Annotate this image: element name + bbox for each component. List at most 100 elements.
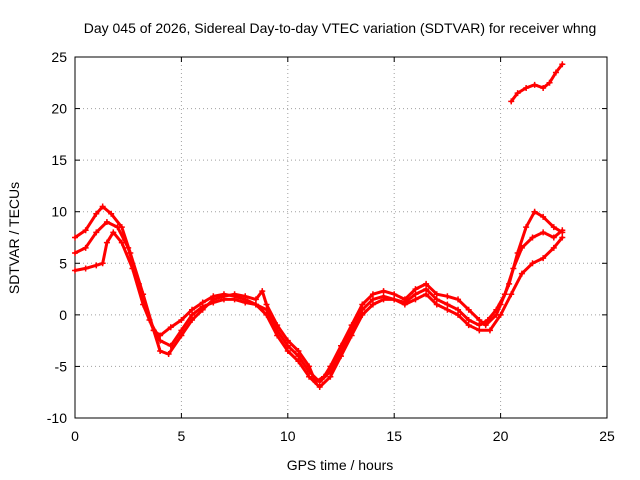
data-point (423, 291, 430, 298)
x-tick-label: 15 (386, 428, 402, 444)
data-point (529, 260, 536, 267)
data-point (103, 219, 110, 226)
chart-title: Day 045 of 2026, Sidereal Day-to-day VTE… (84, 20, 597, 36)
data-point (465, 317, 472, 324)
data-point (514, 90, 521, 97)
data-point (531, 208, 538, 215)
data-point (103, 239, 110, 246)
x-axis-label: GPS time / hours (287, 457, 394, 473)
data-point (412, 296, 419, 303)
data-point (455, 311, 462, 318)
x-tick-label: 25 (599, 428, 615, 444)
y-axis-label: SDTVAR / TECUs (6, 182, 22, 294)
data-point (559, 61, 566, 68)
data-point (523, 84, 530, 91)
data-point (433, 301, 440, 308)
data-point (391, 291, 398, 298)
data-point (252, 301, 259, 308)
data-point (476, 322, 483, 329)
data-point (380, 288, 387, 295)
data-point (380, 296, 387, 303)
x-tick-label: 5 (178, 428, 186, 444)
data-point (423, 280, 430, 287)
data-point (82, 244, 89, 251)
data-point (99, 260, 106, 267)
data-point (263, 306, 270, 313)
data-point (178, 327, 185, 334)
axis-ticks: 0 5 10 15 20 25 -10 -5 0 5 10 15 20 25 (47, 49, 615, 444)
data-point (165, 351, 172, 358)
series-trace-3 (72, 229, 566, 391)
series-trace-2 (72, 219, 566, 385)
y-tick-label: 5 (59, 255, 67, 271)
data-point (559, 227, 566, 234)
data-point (348, 332, 355, 339)
series-trace-1 (72, 203, 566, 385)
data-point (242, 296, 249, 303)
data-point (493, 306, 500, 313)
data-point (518, 270, 525, 277)
series-line-trace-1 (73, 205, 564, 384)
data-point (118, 239, 125, 246)
data-point (93, 229, 100, 236)
data-point (129, 265, 136, 272)
y-tick-label: 10 (51, 204, 67, 220)
data-point (274, 332, 281, 339)
x-tick-label: 20 (493, 428, 509, 444)
data-point (259, 288, 266, 295)
y-tick-label: -10 (47, 410, 67, 426)
data-point (72, 234, 78, 241)
data-point (540, 84, 547, 91)
data-point (486, 327, 493, 334)
data-point (284, 347, 291, 354)
data-point (82, 227, 89, 234)
data-point (482, 322, 489, 329)
data-point (306, 373, 313, 380)
data-point (295, 353, 302, 360)
data-point (125, 244, 132, 251)
data-series (72, 61, 566, 391)
data-point (412, 291, 419, 298)
data-point (501, 291, 508, 298)
data-point (263, 301, 270, 308)
data-point (316, 384, 323, 391)
data-point (210, 299, 217, 306)
data-point (93, 262, 100, 269)
data-point (391, 296, 398, 303)
series-line-trace-2 (73, 220, 564, 384)
data-point (72, 267, 78, 274)
data-point (444, 301, 451, 308)
data-point (540, 255, 547, 262)
data-point (157, 347, 164, 354)
data-point (220, 291, 227, 298)
x-tick-label: 0 (71, 428, 79, 444)
data-point (210, 293, 217, 300)
y-tick-label: 25 (51, 49, 67, 65)
data-point (157, 332, 164, 339)
data-point (99, 203, 106, 210)
data-point (178, 317, 185, 324)
data-point (550, 224, 557, 231)
data-point (114, 224, 121, 231)
data-point (189, 306, 196, 313)
y-tick-label: -5 (55, 358, 68, 374)
data-point (433, 291, 440, 298)
data-point (295, 347, 302, 354)
data-point (199, 299, 206, 306)
plot-frame (74, 56, 608, 419)
data-point (423, 286, 430, 293)
data-point (167, 342, 174, 349)
data-point (550, 244, 557, 251)
data-point (540, 213, 547, 220)
data-point (552, 69, 559, 76)
series-line-trace-4 (509, 62, 564, 103)
data-point (497, 311, 504, 318)
data-point (369, 296, 376, 303)
data-point (508, 291, 515, 298)
data-point (359, 311, 366, 318)
y-tick-label: 15 (51, 152, 67, 168)
data-point (465, 306, 472, 313)
data-point (252, 296, 259, 303)
data-point (359, 306, 366, 313)
data-point (93, 210, 100, 217)
